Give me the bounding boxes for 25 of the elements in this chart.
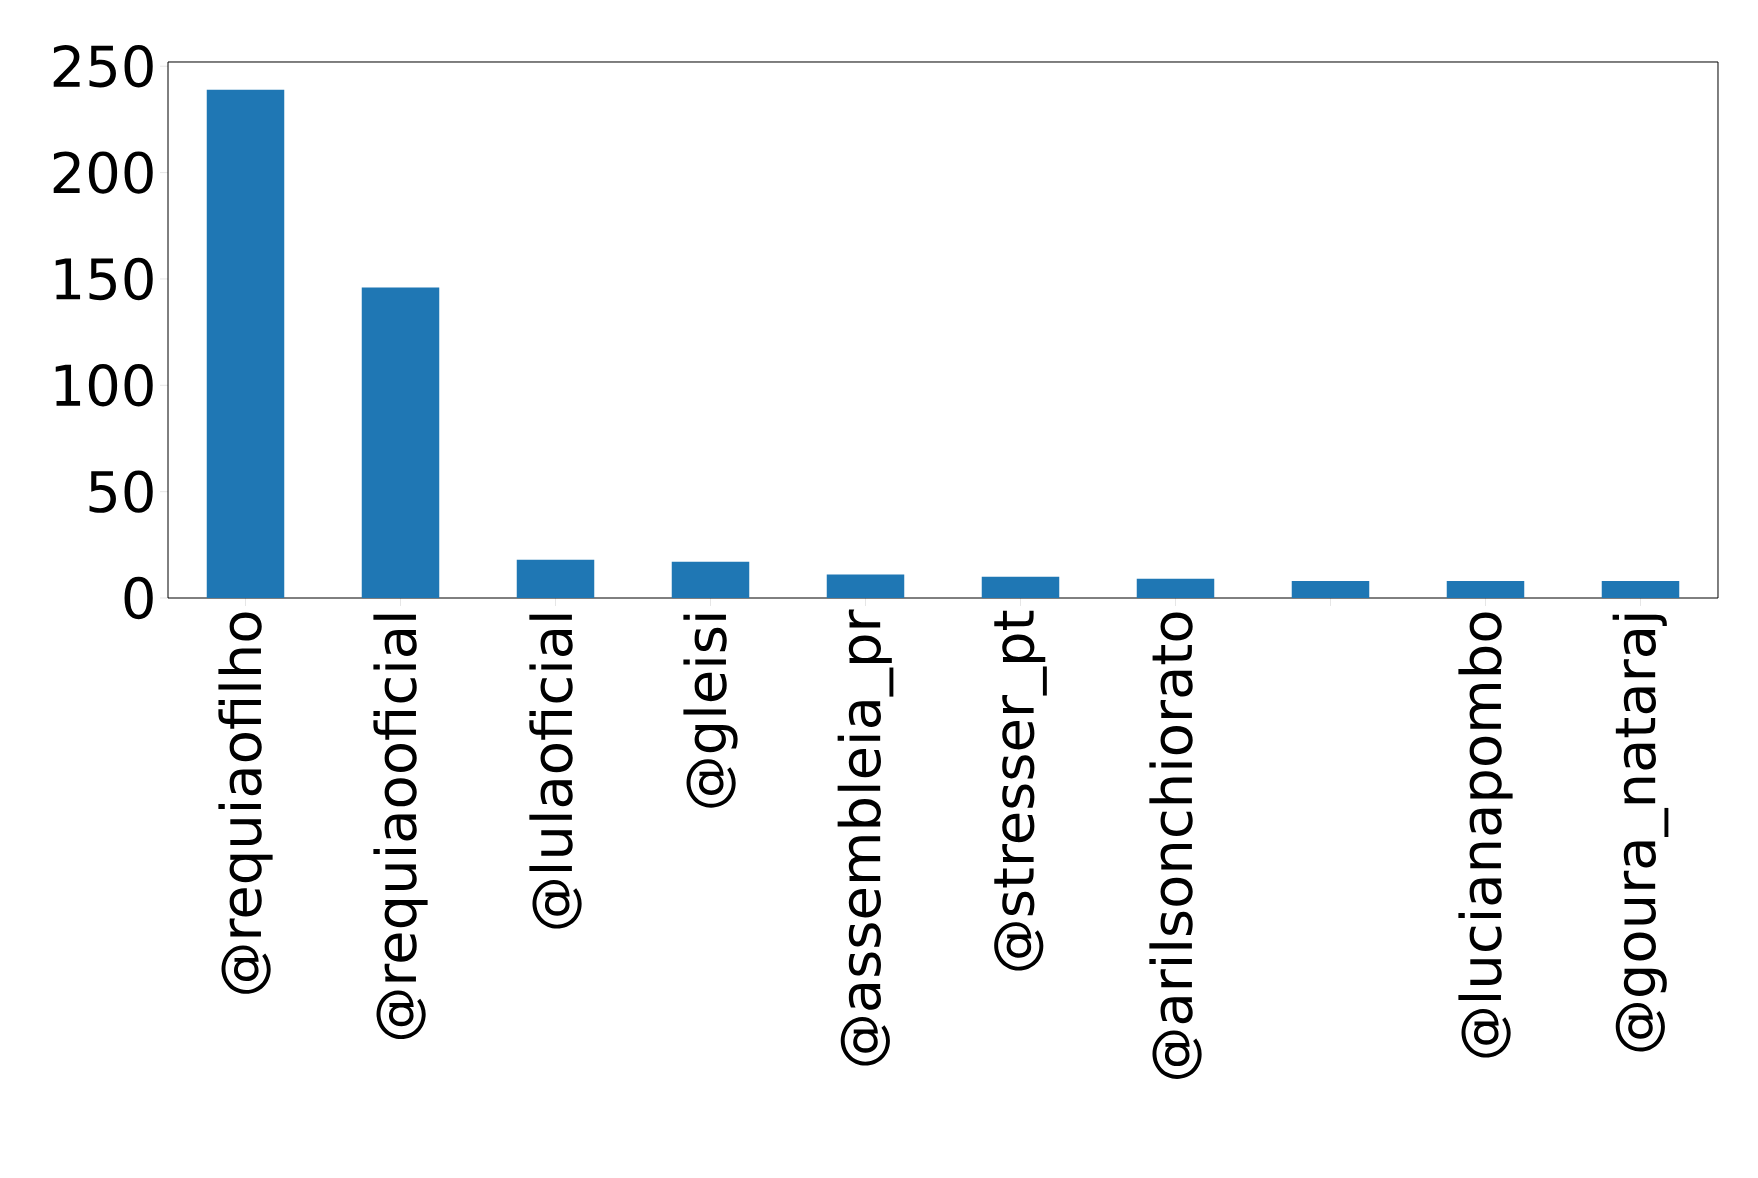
x-tick-label: @requiaooficial [373,614,428,1040]
y-tick-label: 150 [55,257,153,301]
y-tick-label: 0 [124,576,153,620]
y-tick-label: 200 [53,151,153,194]
x-tick-label: @requiaofilho [218,612,273,994]
y-tick-label: 100 [55,364,153,407]
bar [981,576,1060,598]
bar [671,561,750,598]
x-tick-label: @lucianapombo [1458,612,1513,1058]
x-tick-label: @lulaoficial [529,614,582,929]
bar [1446,580,1525,598]
x-tick-label: @arilsonchiorato [1149,612,1202,1079]
x-tick-label: @stresser_pt [994,610,1047,971]
bar [361,287,440,598]
bar [826,574,905,598]
y-tick-label: 250 [53,45,153,88]
bar [1291,580,1370,598]
y-tick-label: 50 [89,470,153,513]
x-tick-label: @goura_nataraj [1612,614,1669,1052]
x-tick-label: @assembleia_pr [837,609,894,1066]
bar [516,559,595,598]
bar [206,89,285,598]
x-tick-label: @gleisi [683,614,738,808]
bar [1601,580,1680,598]
bar [1136,578,1215,598]
